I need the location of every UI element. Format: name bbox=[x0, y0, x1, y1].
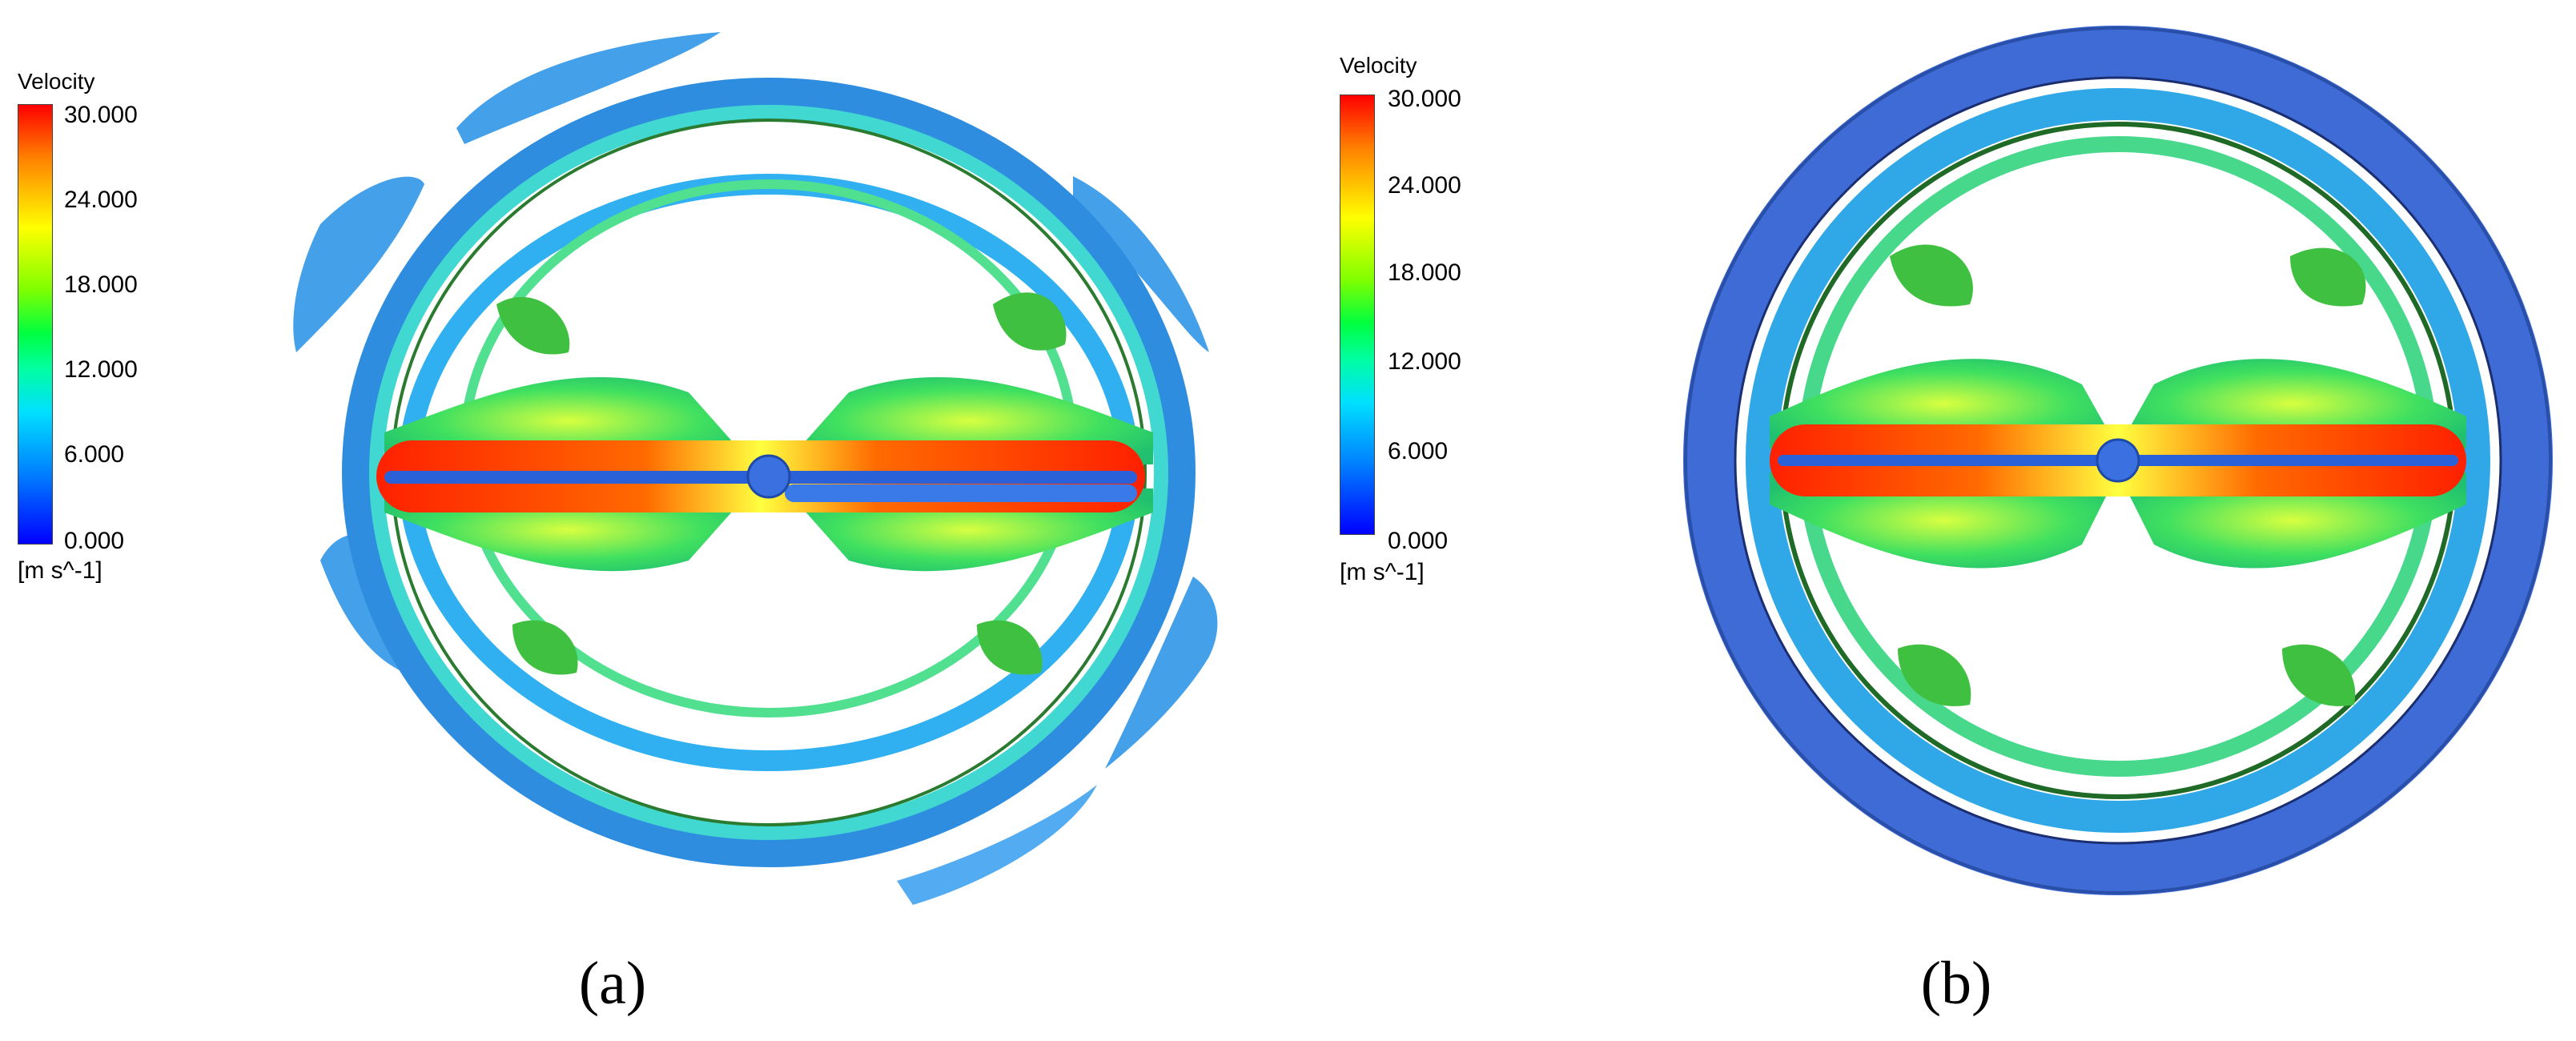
tick-b-2: 18.000 bbox=[1388, 259, 1461, 286]
panel-label-b: (b) bbox=[1920, 950, 1992, 1017]
tick-a-4: 6.000 bbox=[64, 441, 125, 468]
hub bbox=[746, 454, 791, 499]
tick-b-3: 12.000 bbox=[1388, 348, 1461, 375]
tick-b-4: 6.000 bbox=[1388, 438, 1449, 464]
shroud-ring bbox=[1683, 26, 2553, 895]
tip-vortex-ring bbox=[342, 78, 1196, 867]
panel-label-a: (a) bbox=[578, 950, 647, 1017]
tick-b-5: 0.000 bbox=[1388, 528, 1449, 554]
legend-title-a: Velocity bbox=[18, 69, 95, 94]
flow-visualization-a bbox=[293, 32, 1218, 905]
outer-vortex-fragments bbox=[293, 32, 1218, 905]
tick-b-1: 24.000 bbox=[1388, 172, 1461, 199]
tick-a-1: 24.000 bbox=[64, 187, 138, 213]
tick-b-0: 30.000 bbox=[1388, 86, 1461, 112]
legend-units-b: [m s^-1] bbox=[1340, 559, 1425, 585]
tick-a-3: 12.000 bbox=[64, 356, 138, 383]
legend-title-b: Velocity bbox=[1340, 53, 1417, 78]
legend-units-a: [m s^-1] bbox=[18, 557, 102, 584]
tick-a-0: 30.000 bbox=[64, 102, 138, 128]
flow-visualization-b bbox=[1683, 26, 2553, 895]
colorbar-b bbox=[1340, 94, 1375, 535]
tick-a-2: 18.000 bbox=[64, 271, 138, 298]
tick-a-5: 0.000 bbox=[64, 528, 125, 554]
colorbar-a bbox=[18, 104, 53, 545]
hub bbox=[2096, 438, 2140, 483]
